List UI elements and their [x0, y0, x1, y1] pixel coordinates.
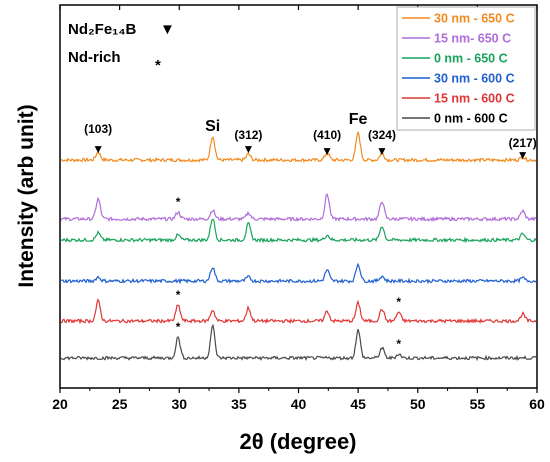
- peak-marker: ▼: [517, 148, 529, 162]
- x-tick-label: 50: [410, 396, 426, 412]
- nd-rich-marker: *: [176, 320, 181, 334]
- series-line-0: [60, 131, 537, 163]
- peak-label: Si: [205, 118, 220, 135]
- series-line-3: [60, 262, 537, 285]
- x-tick-label: 40: [291, 396, 307, 412]
- phase-key: Nd₂Fe₁₄B ▼ Nd-rich *: [68, 21, 175, 74]
- peak-label: (217): [509, 136, 537, 150]
- phase-key-nd2fe14b: Nd₂Fe₁₄B: [68, 21, 137, 38]
- series-line-1: [60, 192, 537, 223]
- y-axis-label: Intensity (arb unit): [15, 104, 38, 287]
- legend: 30 nm - 650 C 15 nm- 650 C 0 nm - 650 C 30 …: [396, 6, 536, 131]
- x-tick-label: 30: [171, 396, 187, 412]
- x-axis-ticks: 20 25 30 35 40 45 50 55 60: [52, 5, 545, 412]
- phase-key-nd2fe14b-symbol: ▼: [160, 21, 175, 38]
- x-tick-label: 55: [470, 396, 486, 412]
- peak-label: (312): [234, 128, 262, 142]
- peak-marker: ▼: [376, 144, 388, 158]
- legend-box: [396, 6, 536, 131]
- phase-key-nd-rich-symbol: *: [155, 57, 161, 74]
- legend-entry: 15 nm- 650 C: [434, 32, 511, 46]
- nd-rich-marker: *: [176, 288, 181, 302]
- x-tick-label: 60: [529, 396, 545, 412]
- peak-marker: ▼: [92, 142, 104, 156]
- nd-rich-marker: *: [396, 337, 401, 351]
- peak-label: (103): [84, 122, 112, 136]
- peak-label: (324): [368, 128, 396, 142]
- nd-rich-marker: *: [176, 195, 181, 209]
- x-tick-label: 35: [231, 396, 247, 412]
- nd-rich-marker: *: [396, 295, 401, 309]
- peak-label: Fe: [349, 111, 368, 128]
- series-line-4: [61, 298, 537, 325]
- phase-key-nd-rich: Nd-rich: [68, 49, 121, 66]
- legend-entry: 15 nm - 600 C: [434, 92, 515, 106]
- series-line-2: [60, 218, 537, 244]
- series-line-5: [60, 323, 537, 362]
- x-tick-label: 20: [52, 396, 68, 412]
- peak-annotations: (103)▼Si (312)▼(410)▼Fe(324)▼(217)▼** ***: [84, 111, 537, 351]
- legend-entry: 30 nm - 600 C: [434, 72, 515, 86]
- x-axis-label: 2θ (degree): [239, 429, 356, 454]
- peak-marker: ▼: [321, 144, 333, 158]
- peak-marker: ▼: [242, 142, 254, 156]
- x-tick-label: 25: [112, 396, 128, 412]
- x-tick-label: 45: [350, 396, 366, 412]
- peak-label: (410): [313, 128, 341, 142]
- legend-entry: 0 nm - 600 C: [434, 112, 508, 126]
- legend-entry: 30 nm - 650 C: [434, 12, 515, 26]
- legend-entry: 0 nm - 650 C: [434, 52, 508, 66]
- series-lines: [60, 131, 537, 362]
